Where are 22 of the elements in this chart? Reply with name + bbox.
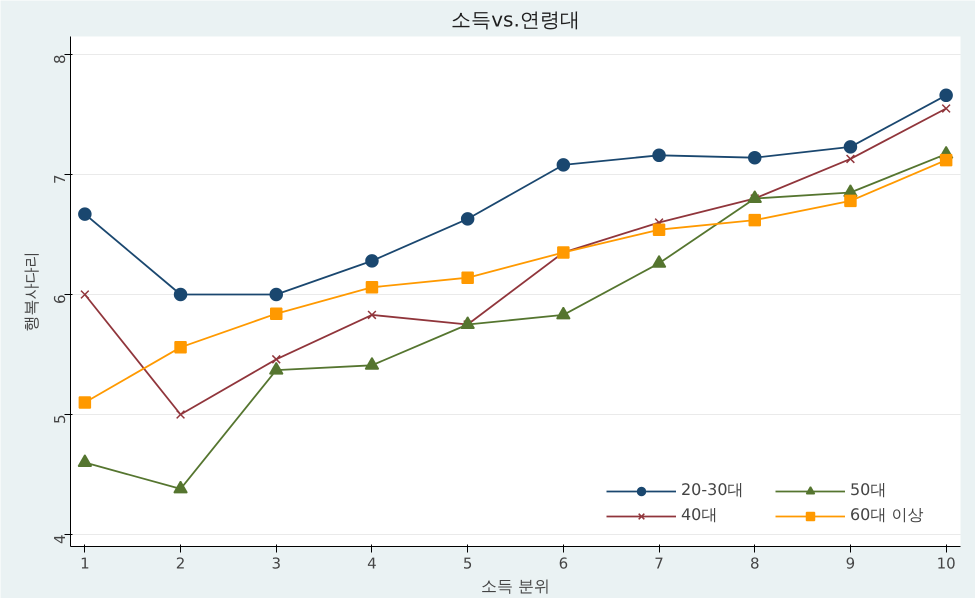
legend-label: 20-30대 [681, 480, 744, 501]
x-tick-label: 1 [80, 554, 90, 572]
y-tick-label: 4 [51, 534, 69, 544]
x-tick-label: 9 [846, 554, 856, 572]
y-tick-label: 6 [51, 294, 69, 304]
chart-title: 소득vs.연령대 [451, 8, 580, 32]
x-tick-label: 8 [750, 554, 760, 572]
y-axis-title: 행복사다리 [22, 252, 40, 332]
x-tick-label: 3 [271, 554, 282, 572]
x-tick-label: 4 [367, 554, 377, 572]
legend-label: 40대 [681, 505, 718, 526]
legend-label: 60대 이상 [850, 505, 924, 526]
x-tick-label: 2 [176, 554, 186, 572]
x-axis-title: 소득 분위 [480, 576, 550, 596]
y-tick-label: 5 [51, 414, 69, 424]
x-tick-label: 7 [654, 554, 664, 572]
x-tick-label: 5 [462, 554, 472, 572]
y-tick-label: 7 [51, 174, 69, 184]
x-tick-label: 6 [558, 554, 568, 572]
y-tick-label: 8 [51, 54, 69, 64]
legend-label: 50대 [850, 480, 888, 501]
x-tick-label: 10 [936, 554, 956, 572]
